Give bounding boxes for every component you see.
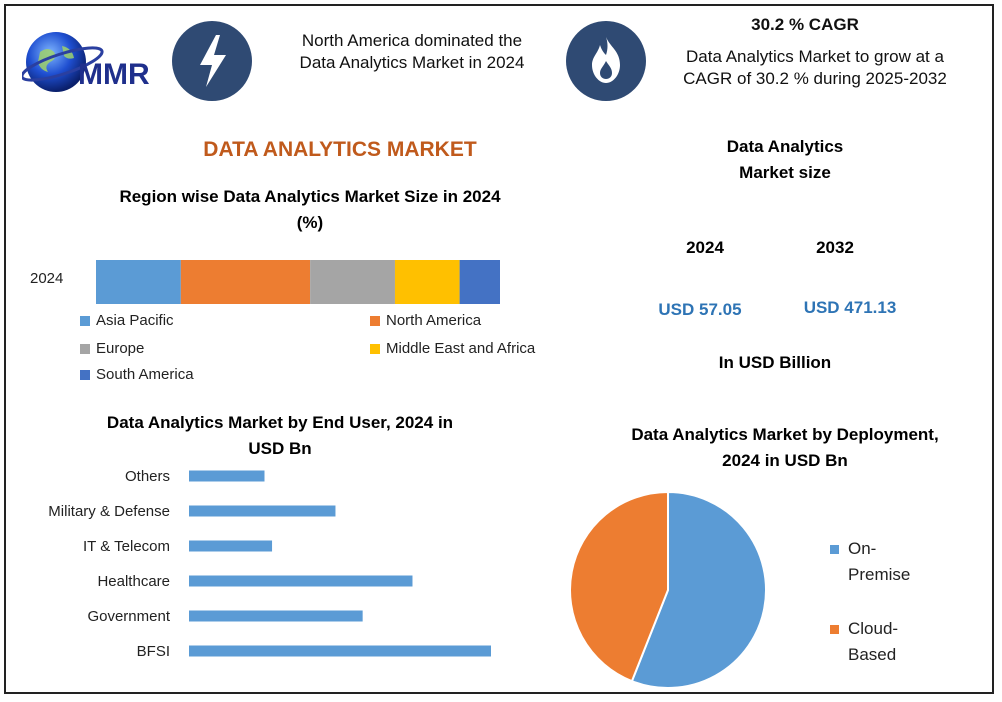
legend-swatch <box>370 315 380 326</box>
region-legend: Asia Pacific North America Europe Middle Ea… <box>80 312 580 388</box>
market-unit: In USD Billion <box>718 353 832 372</box>
mmr-logo: MMR <box>20 24 170 102</box>
end-user-title-line1: Data Analytics Market by End User, 2024 … <box>106 413 454 432</box>
pie-slice-1 <box>569 490 669 683</box>
end-user-category-label: Others <box>125 468 170 485</box>
infographic-frame <box>4 4 994 694</box>
header-item1-line1: North America dominated the <box>301 31 523 50</box>
legend-label-line2: Based <box>848 645 897 664</box>
legend-label-line1: On- <box>848 539 877 558</box>
market-value-2032: USD 471.13 <box>803 298 897 317</box>
legend-swatch <box>80 315 90 326</box>
region-bar-segment-2 <box>310 260 395 304</box>
region-bar-segment-3 <box>394 260 460 304</box>
region-bar-segment-4 <box>459 260 500 304</box>
legend-label: Middle East and Africa <box>386 340 536 357</box>
end-user-bar <box>189 540 273 552</box>
globe-logo-icon: MMR <box>20 32 150 92</box>
lightning-icon <box>172 21 252 101</box>
end-user-bar <box>189 505 336 517</box>
end-user-category-label: Military & Defense <box>48 503 170 520</box>
legend-label-line1: Cloud- <box>848 619 899 638</box>
region-legend-item-3: Middle East and Africa <box>370 340 535 357</box>
deployment-title-line1: Data Analytics Market by Deployment, <box>631 425 939 444</box>
end-user-chart-title: Data Analytics Market by End User, 2024 … <box>60 410 500 462</box>
market-year-2032: 2032 <box>816 238 854 257</box>
legend-label: South America <box>96 366 194 383</box>
end-user-bar <box>189 575 413 587</box>
legend-label-line2: Premise <box>848 565 911 584</box>
region-title-line2: (%) <box>296 213 324 232</box>
header-item2-line2: CAGR of 30.2 % during 2025-2032 <box>683 69 947 88</box>
region-chart-title: Region wise Data Analytics Market Size i… <box>70 184 550 236</box>
region-bar-segment-0 <box>96 260 181 304</box>
region-title-line1: Region wise Data Analytics Market Size i… <box>119 187 501 206</box>
end-user-category-label: Healthcare <box>97 573 170 590</box>
deployment-pie-chart <box>569 490 767 689</box>
end-user-bar-chart: Others Military & Defense IT & Telecom Heal… <box>48 468 491 660</box>
end-user-bar <box>189 645 491 657</box>
market-year-2024: 2024 <box>686 238 724 257</box>
market-value-2024: USD 57.05 <box>658 300 742 319</box>
deployment-title-line2: 2024 in USD Bn <box>722 451 848 470</box>
deployment-legend: On- Premise Cloud- Based <box>830 536 980 676</box>
header-north-america-text: North America dominated the Data Analyti… <box>276 30 548 74</box>
legend-swatch <box>370 343 380 354</box>
market-size-title-line2: Market size <box>739 163 831 182</box>
region-legend-item-4: South America <box>80 366 194 383</box>
region-stacked-bar-chart <box>96 260 500 304</box>
header-item1-line2: Data Analytics Market in 2024 <box>299 53 525 72</box>
end-user-title-line2: USD Bn <box>248 439 312 458</box>
header-cagr-text: Data Analytics Market to grow at a CAGR … <box>660 46 970 90</box>
main-title: DATA ANALYTICS MARKET <box>203 138 477 161</box>
legend-label: North America <box>386 312 482 329</box>
end-user-category-label: IT & Telecom <box>83 538 170 555</box>
end-user-category-label: Government <box>87 608 170 625</box>
legend-swatch <box>830 545 839 554</box>
region-legend-item-1: North America <box>370 312 481 329</box>
flame-icon <box>566 21 646 101</box>
cagr-title: 30.2 % CAGR <box>751 15 859 34</box>
legend-swatch <box>830 625 839 634</box>
pie-slice-0 <box>630 490 767 689</box>
end-user-bar <box>189 470 265 482</box>
deployment-legend-item-0: On- Premise <box>830 536 910 588</box>
header-item2-line1: Data Analytics Market to grow at a <box>686 47 944 66</box>
deployment-chart-title: Data Analytics Market by Deployment, 202… <box>590 422 980 474</box>
deployment-legend-item-1: Cloud- Based <box>830 616 898 668</box>
legend-swatch <box>80 369 90 380</box>
end-user-category-label: BFSI <box>137 643 170 660</box>
region-legend-item-2: Europe <box>80 340 144 357</box>
logo-text: MMR <box>78 58 150 91</box>
legend-label: Asia Pacific <box>96 312 174 329</box>
end-user-bar <box>189 610 363 622</box>
market-size-title: Data Analytics Market size <box>670 134 900 186</box>
market-size-title-line1: Data Analytics <box>726 137 844 156</box>
region-bar-segment-1 <box>180 260 311 304</box>
legend-label: Europe <box>96 340 145 357</box>
region-legend-item-0: Asia Pacific <box>80 312 174 329</box>
legend-swatch <box>80 343 90 354</box>
region-category-label: 2024 <box>30 270 64 287</box>
